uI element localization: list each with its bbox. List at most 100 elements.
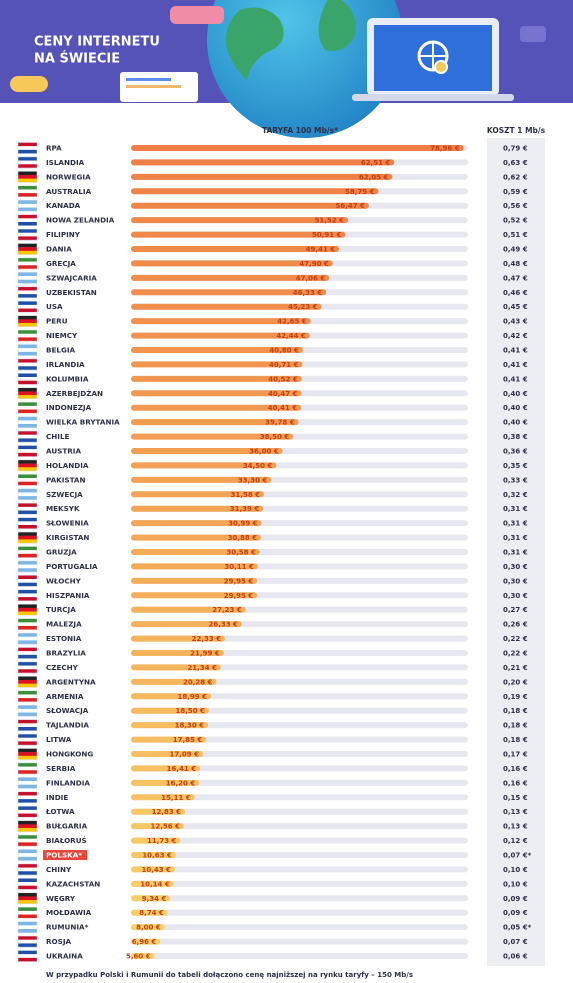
bar-track	[131, 779, 468, 786]
flag-stripe	[18, 160, 37, 165]
bar	[131, 318, 311, 325]
cost-value: 0,31 €	[503, 505, 528, 513]
flag	[17, 228, 38, 241]
value-label: 33,30 €	[238, 476, 268, 484]
bar	[131, 303, 322, 310]
flag-stripe	[18, 950, 37, 955]
flag-stripe	[18, 705, 37, 710]
bar-track	[131, 866, 468, 873]
bar	[131, 693, 211, 700]
bar	[131, 924, 165, 931]
flag-stripe	[18, 243, 37, 248]
flag-stripe	[18, 142, 37, 147]
flag-border	[17, 935, 38, 948]
flag-border	[17, 834, 38, 847]
bar	[131, 361, 303, 368]
flag	[17, 531, 38, 544]
flag	[17, 618, 38, 630]
value-label: 47,06 €	[296, 274, 326, 282]
bar-track	[131, 765, 468, 772]
flag-stripe	[18, 813, 37, 818]
cost-value: 0,30 €	[503, 563, 528, 571]
flag	[17, 300, 38, 313]
flag-stripe	[18, 568, 37, 573]
bar	[131, 592, 258, 599]
flag-stripe	[18, 207, 37, 212]
flag-border	[17, 300, 38, 313]
flag-stripe	[18, 517, 37, 522]
flag	[17, 834, 38, 847]
flag-stripe	[18, 892, 37, 897]
flag-stripe	[18, 575, 37, 580]
country-name: SŁOWENIA	[46, 519, 89, 528]
bar	[131, 491, 265, 498]
flag-stripe	[18, 337, 37, 342]
cost-value: 0,16 €	[503, 779, 528, 787]
cost-value: 0,31 €	[503, 549, 528, 557]
value-label: 50,91 €	[312, 231, 342, 239]
column-header: KOSZT 1 Mb/s	[487, 126, 546, 135]
flag-border	[17, 315, 38, 327]
flag-stripe	[18, 741, 37, 746]
bar-track	[131, 924, 468, 931]
cost-value: 0,10 €	[503, 866, 528, 874]
bar	[131, 246, 340, 252]
value-label: 26,33 €	[208, 621, 238, 629]
cost-value: 0,45 €	[503, 303, 528, 311]
flag-stripe	[18, 524, 37, 529]
flag-stripe	[18, 867, 37, 872]
flag-border	[17, 329, 38, 342]
flag-stripe	[18, 463, 37, 468]
flag-stripe	[18, 304, 37, 309]
flag-stripe	[18, 954, 37, 959]
value-label: 8,74 €	[139, 909, 164, 917]
country-name: SZWAJCARIA	[46, 273, 97, 282]
header-banner: CENY INTERNETU NA ŚWIECIE	[0, 0, 573, 138]
bar-track	[131, 823, 468, 830]
bar	[131, 274, 330, 281]
cost-value: 0,27 €	[503, 606, 528, 614]
flag-stripe	[18, 914, 37, 919]
highlight	[43, 850, 87, 860]
cost-value: 0,35 €	[503, 462, 528, 470]
flag-stripe	[18, 395, 37, 399]
cost-value: 0,16 €	[503, 765, 528, 773]
flag-stripe	[18, 203, 37, 208]
bar	[131, 549, 260, 555]
bar	[131, 895, 171, 902]
flag-border	[17, 849, 38, 861]
flag-border	[17, 632, 38, 645]
country-name: ROSJA	[46, 937, 71, 946]
flag-stripe	[18, 431, 37, 435]
flag-stripe	[18, 647, 37, 652]
flag	[17, 863, 38, 876]
bar	[131, 722, 209, 729]
flag-stripe	[18, 633, 37, 637]
country-name: MOŁDAWIA	[46, 908, 92, 917]
cost-value: 0,30 €	[503, 592, 528, 600]
bar	[131, 260, 333, 267]
flag-stripe	[18, 416, 37, 421]
flag-border	[17, 214, 38, 226]
country-name: DANIA	[46, 245, 72, 254]
country-name: ŁOTWA	[45, 807, 75, 816]
flag-stripe	[18, 766, 37, 771]
flag-stripe	[18, 853, 37, 858]
country-name: WŁOCHY	[46, 576, 82, 585]
flag-stripe	[18, 358, 37, 363]
cost-value: 0,07 €	[503, 938, 528, 946]
value-label: 21,34 €	[187, 664, 217, 672]
flag-border	[17, 243, 38, 255]
flag-stripe	[18, 708, 37, 713]
flag	[17, 171, 38, 183]
bar	[131, 476, 272, 483]
value-label: 9,34 €	[142, 895, 167, 903]
country-name: SZWECJA	[46, 490, 83, 499]
country-name: AUSTRALIA	[46, 187, 92, 196]
flag-stripe	[18, 669, 37, 674]
flag	[17, 690, 38, 703]
flag-stripe	[18, 863, 37, 868]
flag-stripe	[18, 625, 37, 630]
bar	[131, 808, 186, 815]
flag	[17, 430, 38, 443]
